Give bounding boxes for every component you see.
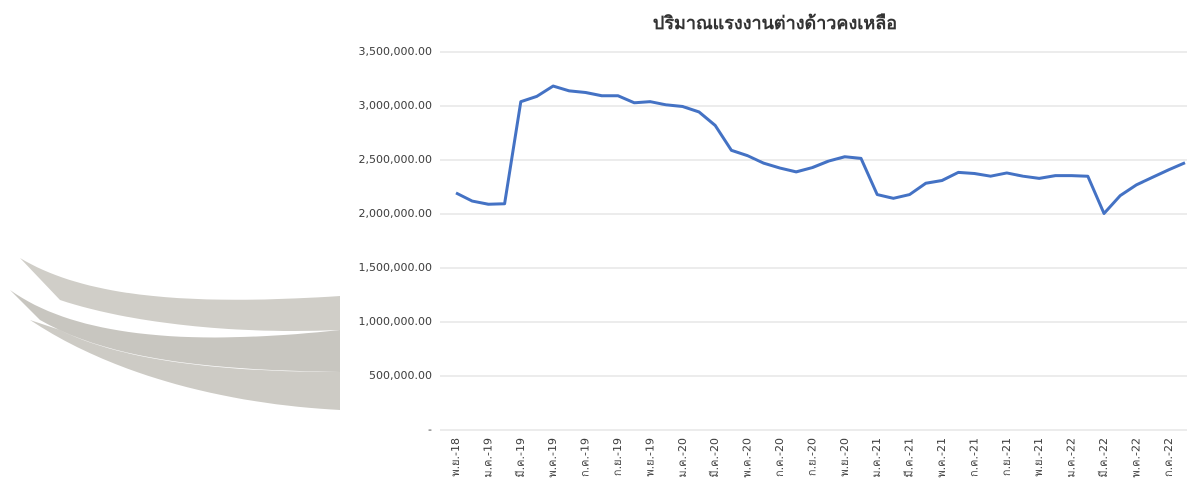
x-tick-label: พ.ย.-18: [449, 438, 462, 477]
x-tick-label: ม.ค.-20: [676, 438, 689, 478]
x-tick-label: ม.ค.-22: [1065, 438, 1078, 478]
x-tick-label: ก.ย.-21: [1000, 438, 1013, 476]
x-tick-label: ก.ค.-21: [967, 438, 980, 477]
x-tick-label: ก.ย.-20: [805, 438, 818, 476]
y-tick-label: 1,500,000.00: [359, 261, 432, 274]
x-tick-label: พ.ค.-20: [741, 438, 754, 478]
x-tick-label: ก.ย.-19: [611, 438, 624, 476]
x-tick-label: พ.ย.-21: [1032, 438, 1045, 477]
decoration: [10, 258, 340, 410]
x-tick-label: พ.ย.-20: [838, 438, 851, 477]
chart-title: ปริมาณแรงงานต่างด้าวคงเหลือ: [653, 13, 897, 34]
x-tick-label: ก.ค.-20: [773, 438, 786, 477]
y-tick-label: 2,000,000.00: [359, 207, 432, 220]
y-tick-label: 1,000,000.00: [359, 315, 432, 328]
y-tick-label: 2,500,000.00: [359, 153, 432, 166]
x-tick-label: ม.ค.-19: [481, 438, 494, 478]
x-tick-label: พ.ค.-22: [1129, 438, 1142, 478]
y-tick-label: 3,500,000.00: [359, 45, 432, 58]
y-tick-label: 3,000,000.00: [359, 99, 432, 112]
x-tick-label: ก.ค.-22: [1162, 438, 1175, 477]
x-tick-label: พ.ค.-19: [546, 438, 559, 478]
x-tick-label: พ.ค.-21: [935, 438, 948, 478]
x-tick-label: พ.ย.-19: [643, 438, 656, 477]
line: [455, 84, 1186, 215]
y-tick-label: 500,000.00: [369, 369, 432, 382]
y-tick-label: -: [428, 423, 432, 436]
x-tick-label: มี.ค.-19: [514, 438, 527, 478]
x-tick-label: มี.ค.-20: [708, 438, 721, 478]
x-tick-label: ก.ค.-19: [579, 438, 592, 477]
x-tick-label: ม.ค.-21: [870, 438, 883, 478]
x-tick-label: มี.ค.-21: [903, 438, 916, 478]
x-tick-label: มี.ค.-22: [1097, 438, 1110, 478]
